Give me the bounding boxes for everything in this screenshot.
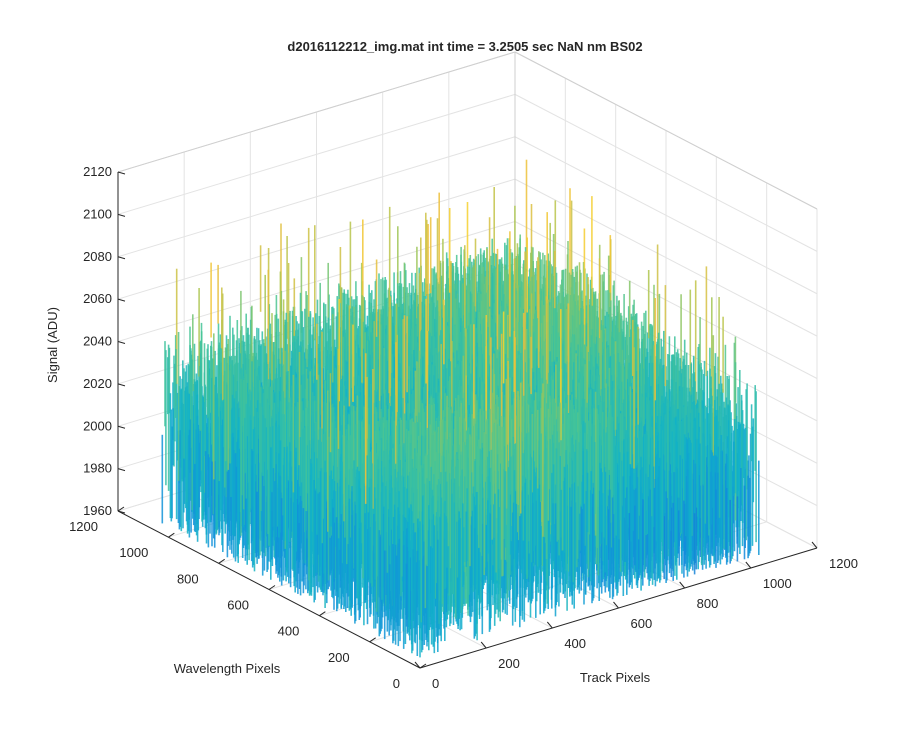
surface-mesh	[161, 159, 760, 658]
grid-line	[117, 178, 516, 300]
chart-title: d2016112212_img.mat int time = 3.2505 se…	[287, 39, 642, 54]
box-edge	[117, 51, 516, 173]
box-edge	[514, 51, 818, 210]
grid-line	[514, 178, 818, 337]
grid-line	[117, 136, 516, 258]
grid-line	[117, 221, 516, 342]
grid-line	[117, 93, 516, 215]
grid-line	[514, 93, 818, 252]
grid-line	[514, 136, 818, 295]
